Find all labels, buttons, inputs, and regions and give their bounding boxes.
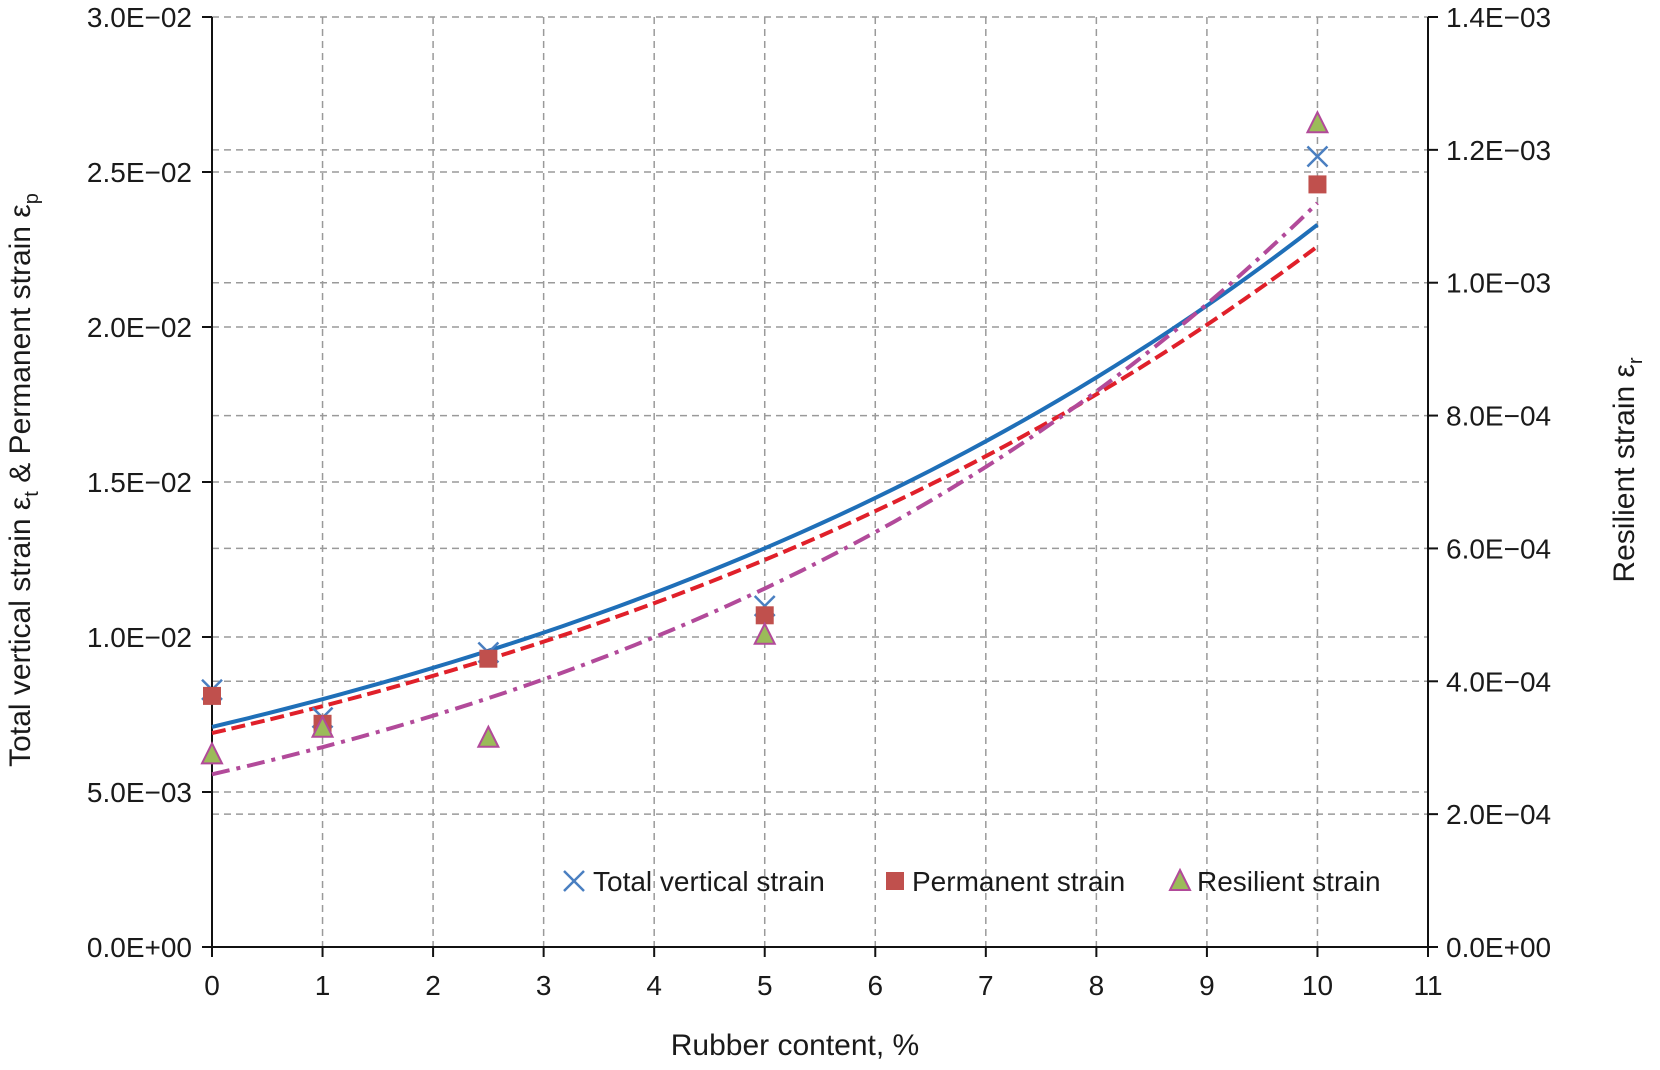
point-x-stroke [1306, 145, 1329, 168]
left-y-title-part-1: Total vertical strain ε [4, 497, 37, 767]
right-y-tick-label: 0.0E+00 [1446, 932, 1551, 963]
left-y-tick-label: 1.0E−02 [87, 622, 192, 653]
left-y-tick-labels: 0.0E+00 5.0E−03 1.0E−02 1.5E−02 2.0E−02 2.5E−… [87, 2, 192, 963]
axes [202, 16, 1438, 957]
right-y-tick-labels: 0.0E+00 2.0E−04 4.0E−04 6.0E−04 8.0E−04 1.0E−… [1446, 2, 1551, 963]
x-tick-label: 3 [536, 970, 552, 1001]
left-y-tick-label: 1.5E−02 [87, 467, 192, 498]
right-y-tick-label: 1.2E−03 [1446, 135, 1551, 166]
point-resilient-strain [310, 714, 335, 738]
right-y-tick-label: 1.0E−03 [1446, 268, 1551, 299]
left-y-tick-label: 2.0E−02 [87, 312, 192, 343]
left-y-tick-label: 0.0E+00 [87, 932, 192, 963]
legend: Total vertical strain Permanent strain R… [563, 866, 1381, 897]
point-permanent-strain [479, 649, 498, 668]
x-tick-label: 7 [978, 970, 994, 1001]
x-tick-label: 10 [1302, 970, 1333, 1001]
legend-label-resilient-strain: Resilient strain [1197, 866, 1381, 897]
x-tick-label: 0 [204, 970, 220, 1001]
trendline-permanent-strain [211, 244, 1319, 736]
left-y-title-sub-t: t [21, 491, 43, 497]
point-permanent-strain [755, 606, 774, 625]
left-y-axis-title: Total vertical strain εt & Permanent str… [4, 193, 43, 767]
x-tick-labels: 0 1 2 3 4 5 6 7 8 9 10 11 [204, 970, 1442, 1001]
legend-marker-total-vertical-strain [563, 870, 585, 892]
point-resilient-strain [200, 741, 224, 765]
x-tick-label: 4 [646, 970, 662, 1001]
grid-lines [212, 16, 1429, 947]
x-tick-label: 1 [315, 970, 331, 1001]
x-tick-label: 8 [1089, 970, 1105, 1001]
x-tick-label: 11 [1413, 970, 1442, 1001]
x-tick-label: 2 [425, 970, 441, 1001]
right-y-tick-label: 1.4E−03 [1446, 2, 1551, 33]
point-resilient-strain [1305, 110, 1330, 134]
left-y-tick-label: 5.0E−03 [87, 777, 192, 808]
point-total-vertical-strain [1306, 145, 1329, 168]
point-permanent-strain [1308, 175, 1327, 194]
x-tick-label: 6 [867, 970, 883, 1001]
point-permanent-strain [203, 686, 221, 705]
legend-label-total-vertical-strain: Total vertical strain [593, 866, 825, 897]
legend-marker-resilient-strain [1168, 867, 1192, 891]
right-y-title-part-1: Resilient strain ε [1608, 364, 1641, 582]
x-tick-label: 9 [1199, 970, 1215, 1001]
legend-label-permanent-strain: Permanent strain [912, 866, 1125, 897]
trendline-resilient-strain [211, 201, 1319, 777]
legend-marker-permanent-strain [886, 872, 904, 890]
left-y-title-sub-p: p [21, 193, 43, 204]
trendline-total-vertical-strain [211, 223, 1319, 729]
left-y-tick-label: 3.0E−02 [87, 2, 192, 33]
point-resilient-strain [476, 724, 500, 748]
trendlines [211, 201, 1319, 777]
x-axis-title: Rubber content, % [671, 1029, 919, 1062]
point-resilient-strain [753, 621, 777, 645]
right-y-title-sub-r: r [1625, 357, 1647, 364]
right-y-tick-label: 8.0E−04 [1446, 401, 1551, 432]
left-y-tick-label: 2.5E−02 [87, 157, 192, 188]
data-points [200, 110, 1330, 765]
right-y-tick-label: 2.0E−04 [1446, 799, 1551, 830]
x-tick-label: 5 [757, 970, 773, 1001]
right-y-tick-label: 6.0E−04 [1446, 533, 1551, 564]
left-y-title-part-2: & Permanent strain ε [4, 204, 37, 491]
right-y-axis-title: Resilient strain εr [1608, 357, 1647, 582]
right-y-tick-label: 4.0E−04 [1446, 666, 1551, 697]
